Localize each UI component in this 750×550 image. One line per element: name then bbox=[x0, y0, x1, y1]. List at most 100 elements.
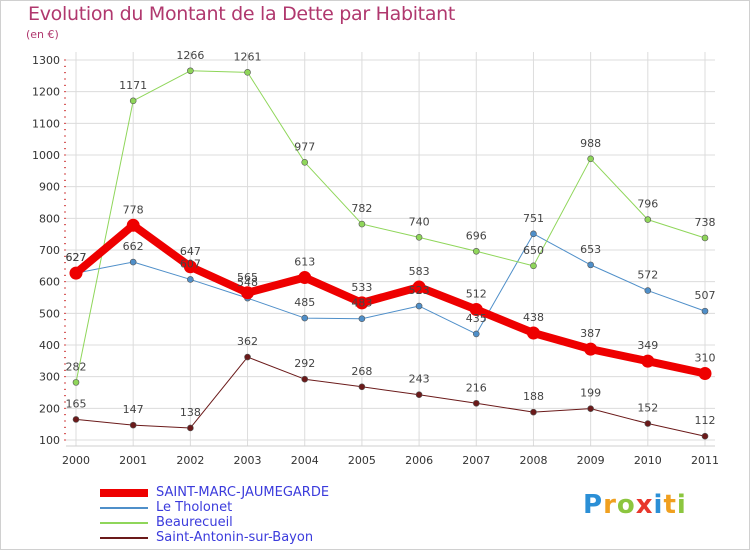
data-label: 349 bbox=[637, 339, 658, 352]
data-point bbox=[530, 408, 537, 416]
data-label: 165 bbox=[66, 397, 87, 410]
data-point bbox=[530, 262, 537, 270]
data-label: 627 bbox=[66, 251, 87, 264]
x-tick-label: 2001 bbox=[119, 454, 147, 467]
data-point bbox=[129, 258, 137, 266]
data-label: 650 bbox=[523, 244, 544, 257]
data-label: 782 bbox=[351, 202, 372, 215]
data-point bbox=[641, 354, 655, 368]
data-label: 435 bbox=[466, 312, 487, 325]
data-point bbox=[701, 432, 709, 440]
x-tick-label: 2002 bbox=[176, 454, 204, 467]
data-point bbox=[587, 155, 594, 163]
legend-swatch bbox=[100, 522, 148, 524]
series-line bbox=[75, 356, 706, 437]
data-label: 387 bbox=[580, 327, 601, 340]
data-label: 485 bbox=[294, 296, 315, 309]
data-label: 572 bbox=[637, 269, 658, 282]
logo-letter: i bbox=[676, 490, 687, 520]
data-label: 548 bbox=[237, 276, 258, 289]
data-label: 512 bbox=[466, 288, 487, 301]
x-tick-label: 2003 bbox=[234, 454, 262, 467]
y-tick-label: 200 bbox=[39, 402, 60, 415]
data-label: 243 bbox=[409, 373, 430, 386]
y-tick-label: 900 bbox=[39, 181, 60, 194]
data-point bbox=[244, 353, 251, 361]
data-label: 1171 bbox=[119, 79, 147, 92]
data-label: 216 bbox=[466, 381, 487, 394]
data-point bbox=[587, 261, 594, 269]
data-label: 977 bbox=[294, 140, 315, 153]
series-line bbox=[72, 221, 709, 378]
data-label: 268 bbox=[351, 365, 372, 378]
data-label: 292 bbox=[294, 357, 315, 370]
data-label: 282 bbox=[66, 360, 87, 373]
y-tick-label: 300 bbox=[39, 371, 60, 384]
x-tick-label: 2008 bbox=[519, 454, 547, 467]
data-label: 613 bbox=[294, 256, 315, 269]
data-point bbox=[301, 314, 309, 322]
data-point bbox=[187, 67, 194, 75]
data-point bbox=[469, 303, 483, 317]
x-tick-label: 2007 bbox=[462, 454, 490, 467]
data-label: 653 bbox=[580, 243, 601, 256]
data-point bbox=[187, 276, 194, 283]
legend-swatch bbox=[100, 489, 148, 497]
data-label: 483 bbox=[351, 297, 372, 310]
data-label: 188 bbox=[523, 390, 544, 403]
data-point bbox=[126, 218, 140, 232]
legend-item: Beaurecueil bbox=[100, 516, 233, 530]
logo-letter: o bbox=[616, 490, 636, 520]
legend-label: Le Tholonet bbox=[156, 500, 233, 515]
data-label: 152 bbox=[637, 402, 658, 415]
data-label: 533 bbox=[351, 281, 372, 294]
data-label: 796 bbox=[637, 198, 658, 211]
data-point bbox=[183, 260, 197, 274]
legend-item: Le Tholonet bbox=[100, 501, 232, 515]
logo-letter: t bbox=[663, 490, 677, 520]
legend-label: Saint-Antonin-sur-Bayon bbox=[156, 530, 314, 545]
data-point bbox=[358, 220, 366, 228]
data-label: 751 bbox=[523, 212, 544, 225]
legend-swatch bbox=[100, 537, 148, 539]
y-tick-label: 1200 bbox=[32, 86, 60, 99]
data-label: 310 bbox=[695, 352, 716, 365]
data-point bbox=[72, 379, 80, 386]
data-label: 112 bbox=[695, 414, 716, 427]
legend-label: SAINT-MARC-JAUMEGARDE bbox=[156, 485, 330, 500]
data-point bbox=[644, 287, 652, 294]
data-point bbox=[415, 391, 423, 399]
data-point bbox=[69, 266, 83, 280]
data-point bbox=[301, 158, 309, 166]
data-point bbox=[415, 302, 423, 310]
data-label: 362 bbox=[237, 335, 258, 348]
x-tick-label: 2011 bbox=[691, 454, 719, 467]
data-point bbox=[244, 69, 251, 76]
y-tick-label: 100 bbox=[39, 434, 60, 447]
data-label: 507 bbox=[695, 289, 716, 302]
y-tick-label: 400 bbox=[39, 339, 60, 352]
data-label: 647 bbox=[180, 245, 201, 258]
data-point bbox=[129, 421, 137, 429]
data-label: 627 bbox=[66, 251, 87, 264]
x-tick-label: 2004 bbox=[291, 454, 319, 467]
y-tick-label: 500 bbox=[39, 307, 60, 320]
data-point bbox=[701, 307, 709, 315]
x-tick-label: 2005 bbox=[348, 454, 376, 467]
chart-subtitle: (en €) bbox=[26, 28, 59, 41]
x-tick-label: 2010 bbox=[634, 454, 662, 467]
series-line bbox=[75, 70, 706, 383]
data-label: 696 bbox=[466, 229, 487, 242]
legend-item: Saint-Antonin-sur-Bayon bbox=[100, 531, 313, 545]
y-tick-label: 600 bbox=[39, 276, 60, 289]
logo-letter: P bbox=[583, 490, 604, 520]
data-point bbox=[644, 216, 652, 223]
x-tick-label: 2006 bbox=[405, 454, 433, 467]
data-label: 138 bbox=[180, 406, 201, 419]
x-tick-label: 2000 bbox=[62, 454, 90, 467]
y-tick-label: 800 bbox=[39, 212, 60, 225]
data-point bbox=[415, 234, 423, 241]
data-point bbox=[587, 405, 594, 412]
data-point bbox=[472, 247, 480, 255]
